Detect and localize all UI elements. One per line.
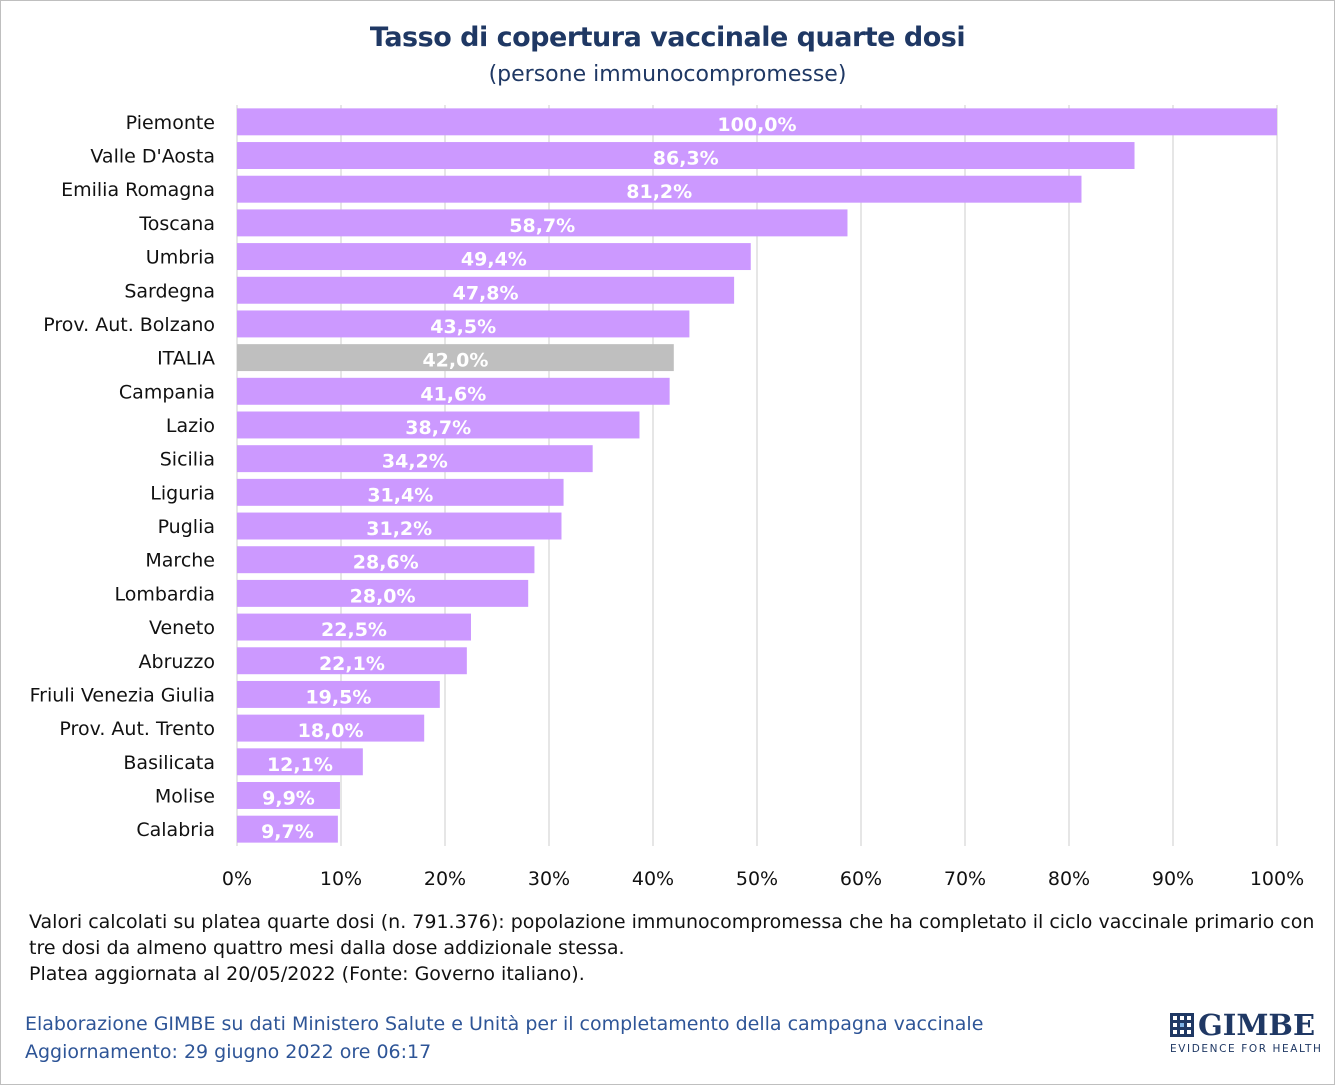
bar	[237, 243, 751, 271]
category-label: Prov. Aut. Bolzano	[43, 314, 215, 336]
chart-subtitle: (persone immunocompromesse)	[488, 62, 847, 87]
bar	[237, 276, 735, 304]
gimbe-mark-icon	[1170, 1013, 1194, 1037]
data-label: 41,6%	[420, 383, 486, 405]
data-label: 34,2%	[382, 451, 448, 473]
logo-name: GIMBE	[1198, 1008, 1316, 1042]
bar	[237, 613, 471, 641]
data-label: 31,2%	[366, 518, 432, 540]
bar	[237, 108, 1277, 136]
x-tick-label: 80%	[1048, 868, 1090, 890]
bar	[237, 478, 564, 506]
bar	[237, 142, 1135, 169]
category-label: Liguria	[150, 482, 215, 504]
x-tick-label: 90%	[1152, 868, 1194, 890]
data-label: 22,1%	[319, 653, 385, 675]
data-label: 47,8%	[453, 282, 519, 304]
bar-chart: 0% 10% 20% 30% 40% 50% 60% 70% 80% 90% 100% Piemont…	[30, 105, 1304, 890]
gimbe-logo: GIMBE EVIDENCE FOR HEALTH	[1168, 1008, 1323, 1056]
data-label: 19,5%	[305, 686, 371, 708]
category-label: ITALIA	[157, 348, 215, 370]
chart-title: Tasso di copertura vaccinale quarte dosi	[369, 22, 966, 53]
credits-line-1: Elaborazione GIMBE su dati Ministero Sal…	[25, 1013, 984, 1035]
bar	[237, 579, 529, 607]
data-label: 22,5%	[321, 619, 387, 641]
data-label: 12,1%	[267, 754, 333, 776]
data-label: 18,0%	[298, 720, 364, 742]
x-tick-label: 60%	[840, 868, 882, 890]
data-label: 42,0%	[422, 350, 488, 372]
bar	[237, 647, 467, 675]
category-label: Sardegna	[124, 280, 215, 302]
credits-line-2: Aggiornamento: 29 giugno 2022 ore 06:17	[25, 1041, 432, 1063]
bar	[237, 815, 338, 843]
bar	[237, 512, 562, 540]
data-label: 28,0%	[350, 585, 416, 607]
category-label: Campania	[119, 381, 215, 403]
bar	[237, 344, 674, 372]
bar	[237, 546, 535, 574]
footnote-line-1: Valori calcolati su platea quarte dosi (…	[29, 911, 1315, 933]
credits: Elaborazione GIMBE su dati Ministero Sal…	[25, 1010, 983, 1066]
bar	[237, 209, 848, 237]
bar	[237, 445, 593, 473]
x-tick-label: 20%	[424, 868, 466, 890]
bar	[237, 377, 670, 405]
logo-tagline: EVIDENCE FOR HEALTH	[1170, 1043, 1323, 1055]
bar	[237, 310, 690, 338]
data-label: 38,7%	[405, 417, 471, 439]
footnote-line-2: tre dosi da almeno quattro mesi dalla do…	[29, 937, 625, 959]
category-label: Emilia Romagna	[61, 179, 215, 201]
data-label: 49,4%	[461, 249, 527, 271]
data-label: 100,0%	[717, 114, 796, 136]
category-label: Toscana	[138, 213, 215, 235]
category-label: Prov. Aut. Trento	[59, 718, 215, 740]
category-label: Calabria	[136, 819, 215, 841]
category-label: Marche	[145, 550, 215, 572]
bar	[237, 411, 640, 439]
category-label: Lombardia	[114, 583, 215, 605]
category-label: Veneto	[149, 617, 215, 639]
data-label: 86,3%	[653, 148, 719, 170]
bar	[237, 782, 340, 809]
bar	[237, 680, 440, 708]
category-label: Abruzzo	[139, 651, 215, 673]
x-tick-label: 50%	[736, 868, 778, 890]
footnote-line-3: Platea aggiornata al 20/05/2022 (Fonte: …	[29, 963, 585, 985]
category-label: Piemonte	[126, 112, 215, 134]
category-label: Valle D'Aosta	[90, 146, 215, 168]
x-tick-label: 0%	[222, 868, 252, 890]
data-label: 28,6%	[353, 552, 419, 574]
data-label: 9,9%	[262, 787, 315, 809]
category-label: Basilicata	[123, 752, 215, 774]
category-label: Lazio	[166, 415, 215, 437]
bar	[237, 748, 363, 776]
category-label: Sicilia	[160, 449, 215, 471]
data-label: 58,7%	[509, 215, 575, 237]
x-tick-label: 100%	[1250, 868, 1304, 890]
data-label: 81,2%	[626, 181, 692, 203]
category-label: Puglia	[158, 516, 215, 538]
footnote: Valori calcolati su platea quarte dosi (…	[29, 909, 1315, 987]
x-tick-label: 10%	[320, 868, 362, 890]
category-label: Molise	[155, 785, 215, 807]
data-label: 43,5%	[430, 316, 496, 338]
x-tick-label: 40%	[632, 868, 674, 890]
data-label: 31,4%	[367, 484, 433, 506]
x-tick-label: 30%	[528, 868, 570, 890]
x-tick-label: 70%	[944, 868, 986, 890]
category-label: Umbria	[146, 247, 215, 269]
bar	[237, 175, 1082, 203]
bar	[237, 714, 425, 742]
data-label: 9,7%	[261, 821, 314, 843]
category-label: Friuli Venezia Giulia	[30, 684, 215, 706]
